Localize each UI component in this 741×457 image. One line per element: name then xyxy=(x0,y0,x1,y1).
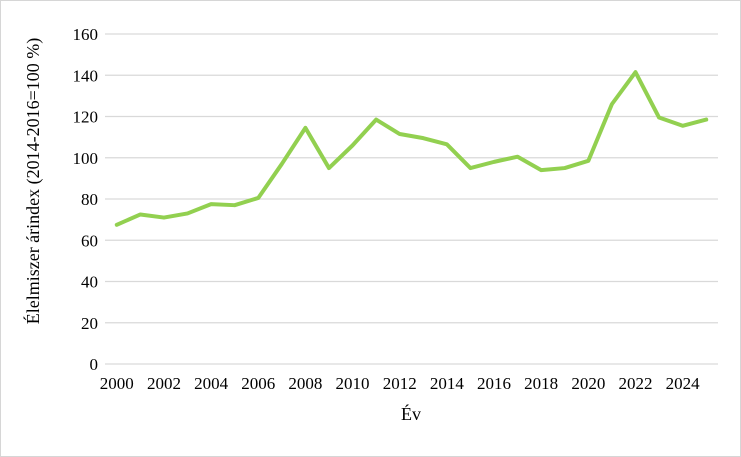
y-tick-label: 0 xyxy=(90,355,99,374)
x-tick-label: 2012 xyxy=(383,374,417,393)
gridlines-group xyxy=(105,33,718,365)
x-tick-label: 2008 xyxy=(288,374,322,393)
x-tick-label: 2010 xyxy=(336,374,370,393)
y-tick-label: 60 xyxy=(81,231,98,250)
x-tick-label: 2002 xyxy=(147,374,181,393)
y-tick-label: 120 xyxy=(73,108,99,127)
y-tick-label: 40 xyxy=(81,273,98,292)
y-tick-label: 20 xyxy=(81,314,98,333)
y-tick-label: 100 xyxy=(73,149,99,168)
x-tick-label: 2022 xyxy=(618,374,652,393)
x-tick-label: 2014 xyxy=(430,374,465,393)
x-axis-tick-labels: 2000 2002 2004 2006 2008 2010 2012 2014 2016 2018… xyxy=(100,374,700,393)
x-tick-label: 2000 xyxy=(100,374,134,393)
y-tick-label: 80 xyxy=(81,190,98,209)
y-tick-label: 160 xyxy=(73,25,99,44)
series-line xyxy=(114,70,709,227)
x-axis-title: Év xyxy=(401,403,421,424)
x-tick-label: 2020 xyxy=(571,374,605,393)
x-tick-label: 2016 xyxy=(477,374,511,393)
data-series-group xyxy=(114,70,709,227)
x-tick-label: 2006 xyxy=(241,374,275,393)
x-tick-label: 2024 xyxy=(666,374,701,393)
y-axis-title: Élelmiszer árindex (2014-2016=100 %) xyxy=(22,38,44,325)
x-tick-label: 2018 xyxy=(524,374,558,393)
y-axis-tick-labels: 0 20 40 60 80 100 120 140 160 xyxy=(73,25,99,374)
x-tick-label: 2004 xyxy=(194,374,229,393)
y-tick-label: 140 xyxy=(73,66,99,85)
